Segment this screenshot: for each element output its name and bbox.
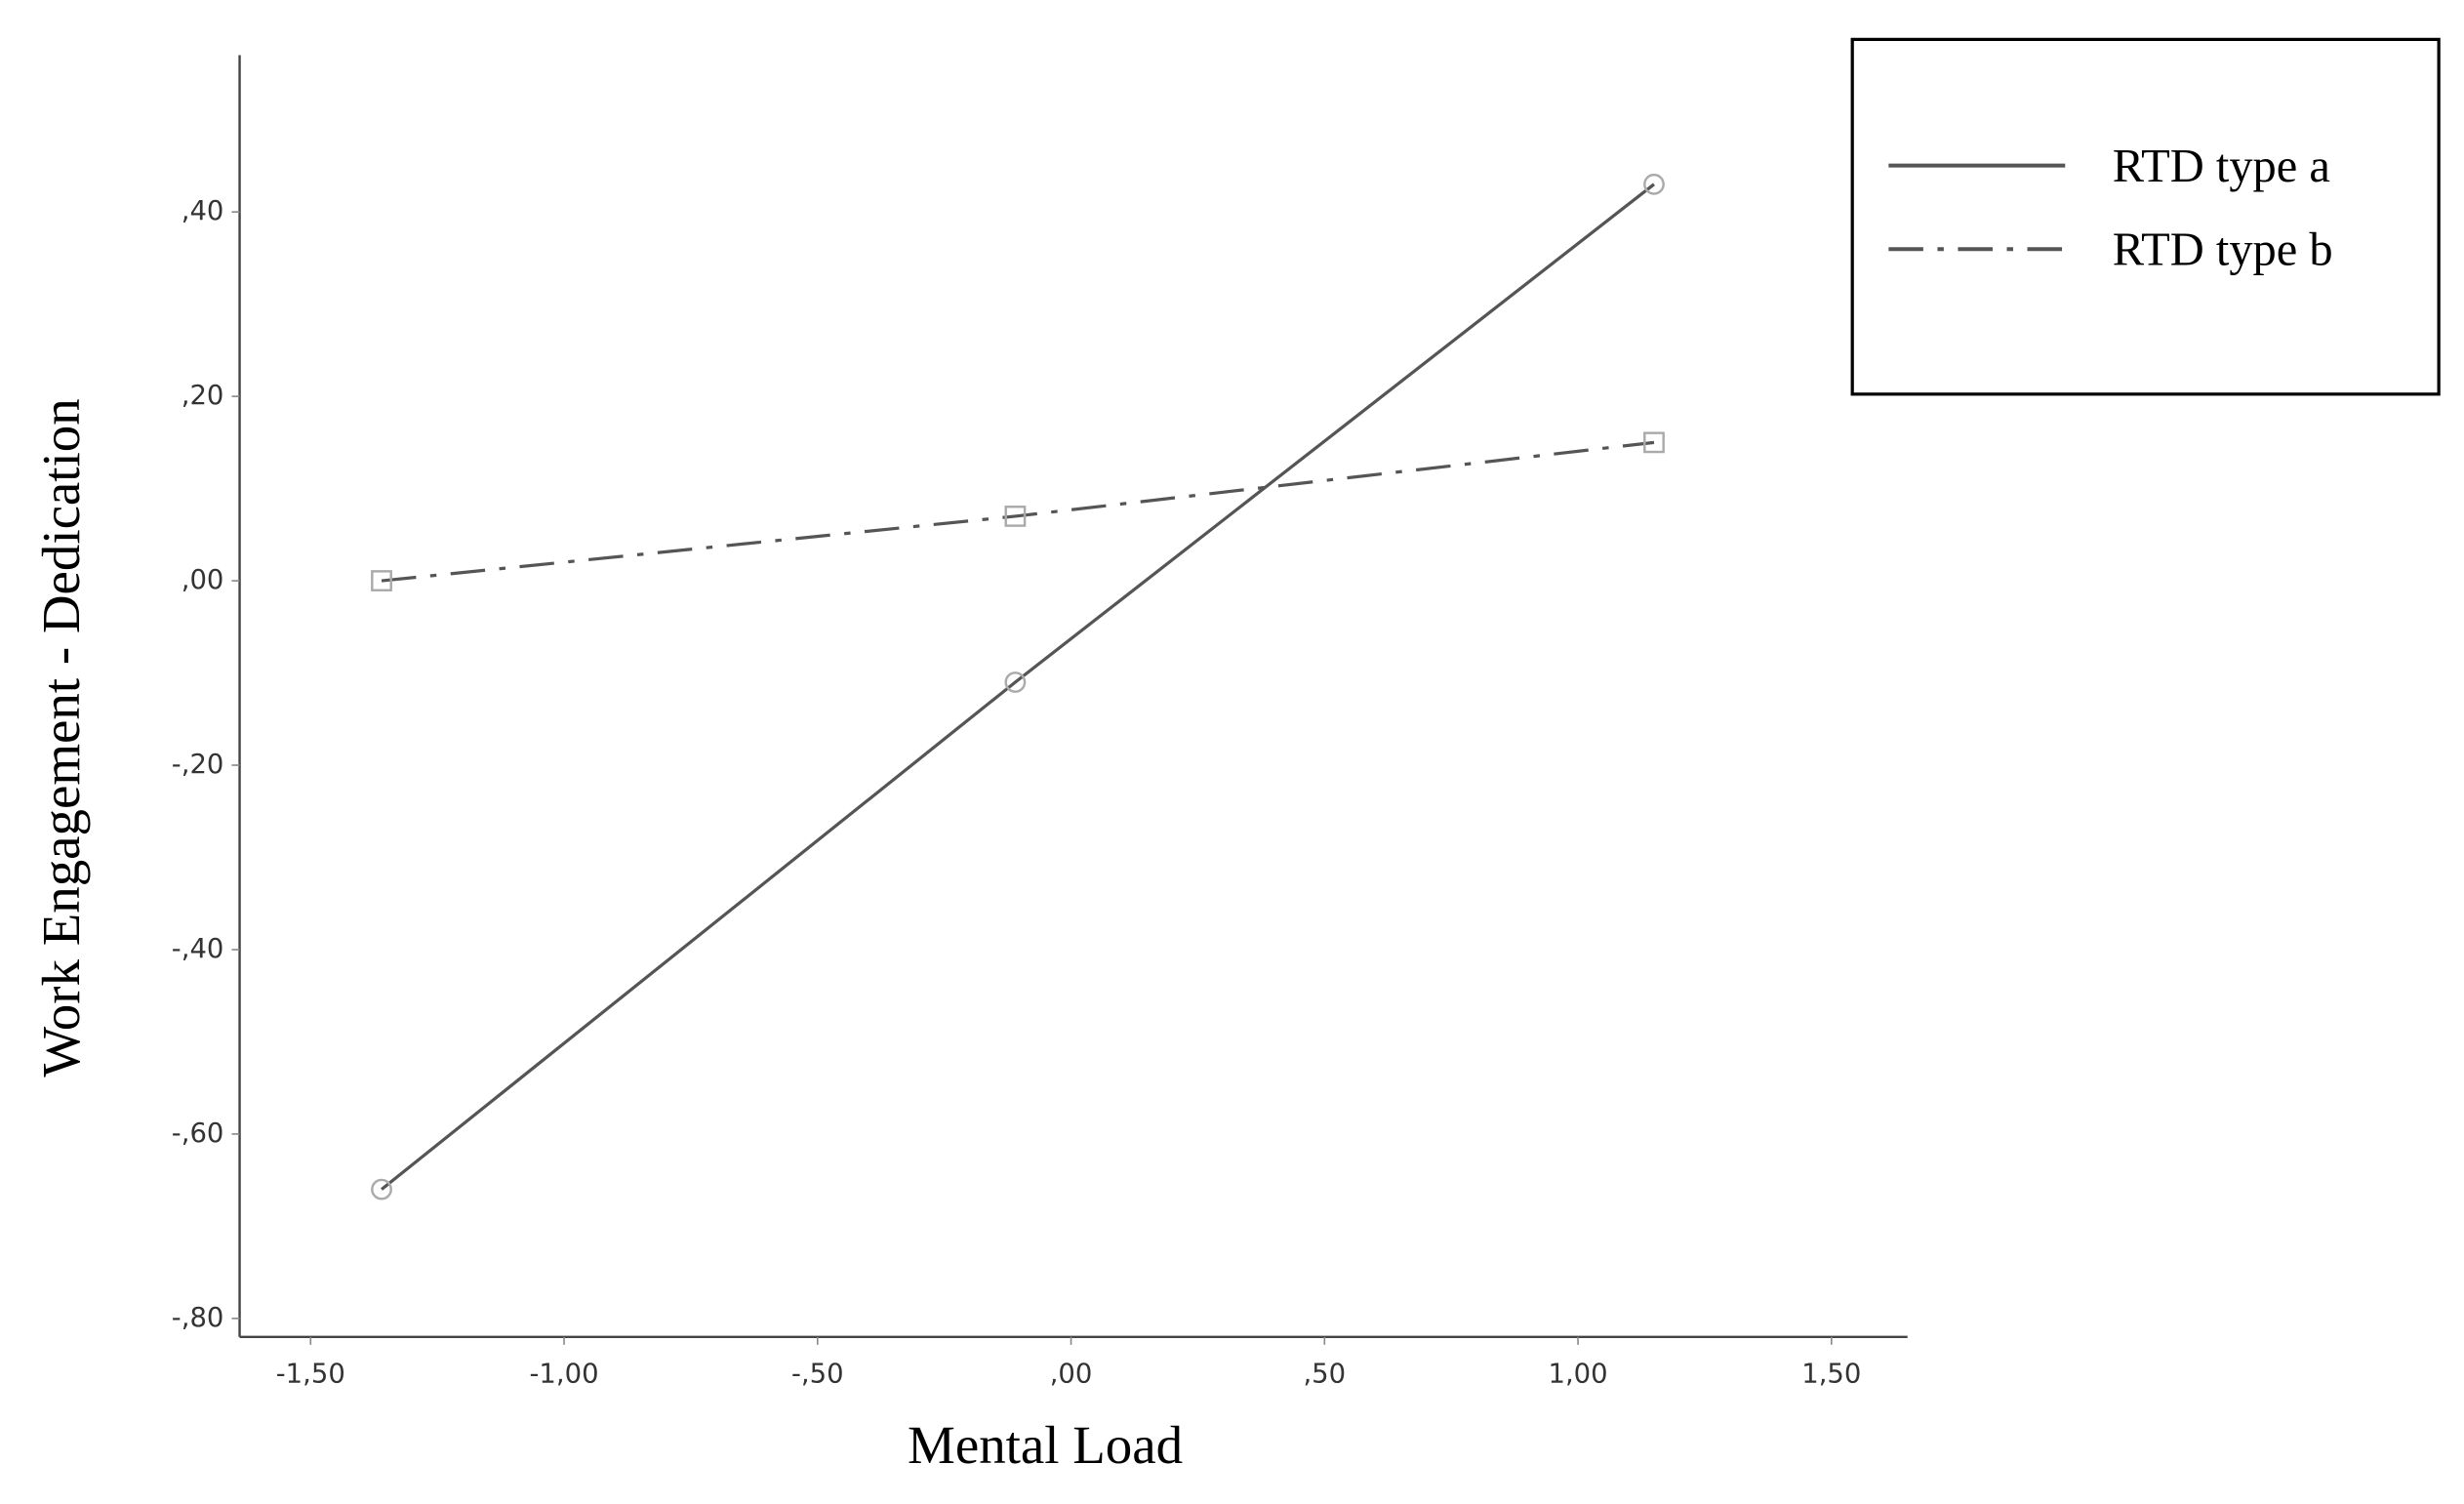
x-tick-label: -,50: [791, 1360, 844, 1390]
x-tick-label: 1,00: [1548, 1360, 1607, 1390]
point: [1643, 431, 1665, 454]
y-tick-label: ,20: [182, 381, 224, 411]
x-tick-label: 1,50: [1801, 1360, 1861, 1390]
x-tick-label: ,00: [1050, 1360, 1093, 1390]
y-tick-label: -,60: [172, 1118, 224, 1149]
legend-label: RTD type b: [2113, 224, 2333, 275]
legend-label: RTD type a: [2113, 141, 2330, 192]
x-tick-label: -1,00: [530, 1360, 599, 1390]
y-tick-label: ,00: [182, 565, 224, 595]
x-tick-label: -1,50: [276, 1360, 345, 1390]
y-tick-label: -,80: [172, 1303, 224, 1333]
x-tick-label: ,50: [1303, 1360, 1346, 1390]
point: [1004, 506, 1027, 527]
y-tick-label: -,20: [172, 750, 224, 780]
point: [371, 570, 392, 591]
point: [1004, 671, 1027, 693]
series-line: [381, 440, 1655, 583]
y-tick-label: ,40: [182, 196, 224, 226]
x-axis-label: Mental Load: [908, 1415, 1183, 1475]
point: [1643, 173, 1665, 195]
series-line: [381, 183, 1655, 1191]
y-tick-label: -,40: [172, 934, 224, 964]
legend-box: [1850, 37, 2441, 396]
point: [371, 1178, 392, 1200]
y-axis-label: Work Engagement - Dedication: [31, 398, 91, 1077]
